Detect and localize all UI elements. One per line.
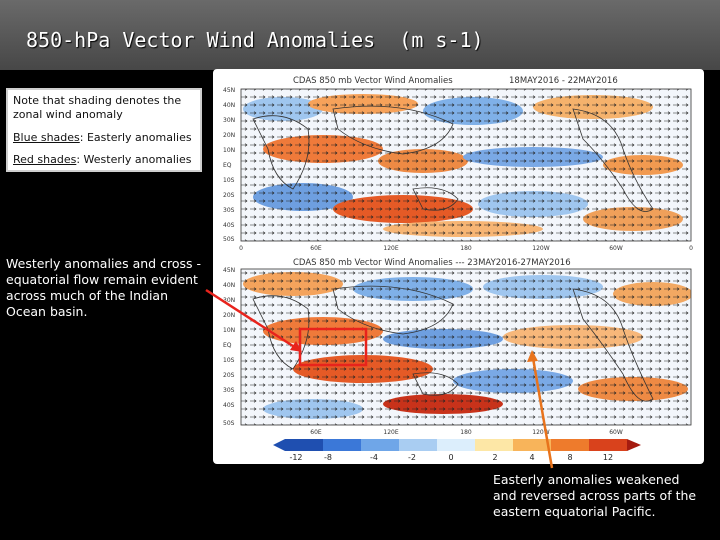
latitude-labels: 45N 40N 30N 20N 10N EQ 10S 20S 30S 40S 5… xyxy=(223,87,235,427)
colorbar-tick: 12 xyxy=(603,453,613,462)
lon-label: 180 xyxy=(460,429,472,436)
lon-label: 60W xyxy=(609,245,623,252)
lon-label: 60E xyxy=(310,245,322,252)
colorbar-cell xyxy=(361,439,399,451)
lat-label: 30N xyxy=(223,117,235,124)
bottom-map xyxy=(241,269,691,425)
lon-label: 120E xyxy=(383,245,398,252)
lat-label: 10N xyxy=(223,147,235,154)
colorbar-cell xyxy=(437,439,475,451)
lat-label: 40S xyxy=(223,222,235,229)
blue-shades-label: Blue shades xyxy=(13,131,80,144)
slide-title: 850-hPa Vector Wind Anomalies (m s-1) xyxy=(26,28,484,52)
colorbar-cell xyxy=(323,439,361,451)
colorbar-tick: 4 xyxy=(529,453,534,462)
lat-label: EQ xyxy=(223,342,232,349)
lat-label: 20S xyxy=(223,372,235,379)
colorbar-left-arrow xyxy=(273,439,285,451)
colorbar-cell xyxy=(551,439,589,451)
top-map-title-left: CDAS 850 mb Vector Wind Anomalies xyxy=(293,76,453,86)
lat-label: 40S xyxy=(223,402,235,409)
colorbar-tick: 8 xyxy=(567,453,572,462)
lat-label: 50S xyxy=(223,420,235,427)
lon-label: 60W xyxy=(609,429,623,436)
lat-label: 45N xyxy=(223,267,235,274)
lat-label: 20S xyxy=(223,192,235,199)
lat-label: 20N xyxy=(223,132,235,139)
lon-label: 120W xyxy=(532,245,549,252)
red-shades-note: Red shades: Westerly anomalies xyxy=(13,153,195,167)
lat-label: 40N xyxy=(223,282,235,289)
lat-label: 20N xyxy=(223,312,235,319)
top-map-title-right: 18MAY2016 - 22MAY2016 xyxy=(509,76,618,86)
colorbar-tick: 2 xyxy=(492,453,497,462)
maps-svg: CDAS 850 mb Vector Wind Anomalies 18MAY2… xyxy=(223,76,693,462)
colorbar-cell xyxy=(285,439,323,451)
lat-label: 10N xyxy=(223,327,235,334)
lon-label: 120E xyxy=(383,429,398,436)
lat-label: 50S xyxy=(223,236,235,243)
lat-label: EQ xyxy=(223,162,232,169)
colorbar-tick: -4 xyxy=(370,453,378,462)
indian-ocean-callout: Westerly anomalies and cross -equatorial… xyxy=(6,256,201,319)
lat-label: 40N xyxy=(223,102,235,109)
colorbar-cell xyxy=(475,439,513,451)
lat-label: 10S xyxy=(223,357,235,364)
colorbar-tick: -12 xyxy=(289,453,302,462)
pacific-callout: Easterly anomalies weakened and reversed… xyxy=(493,472,697,519)
colorbar-tick: -2 xyxy=(408,453,416,462)
lon-label: 60E xyxy=(310,429,322,436)
lon-label: 120W xyxy=(532,429,549,436)
lon-label: 0 xyxy=(689,245,693,252)
note-line: Note that shading denotes the zonal wind… xyxy=(13,94,182,121)
title-bar xyxy=(0,0,720,70)
blue-shades-note: Blue shades: Easterly anomalies xyxy=(13,131,195,145)
top-map xyxy=(241,89,691,241)
lat-label: 10S xyxy=(223,177,235,184)
colorbar-tick: -8 xyxy=(324,453,332,462)
lat-label: 30N xyxy=(223,297,235,304)
wind-anomaly-maps: CDAS 850 mb Vector Wind Anomalies 18MAY2… xyxy=(213,69,704,464)
lat-label: 45N xyxy=(223,87,235,94)
colorbar-cell xyxy=(589,439,627,451)
red-shades-label: Red shades xyxy=(13,153,77,166)
lat-label: 30S xyxy=(223,387,235,394)
lon-label: 180 xyxy=(460,245,472,252)
bottom-map-title: CDAS 850 mb Vector Wind Anomalies --- 23… xyxy=(293,258,571,268)
shading-note: Note that shading denotes the zonal wind… xyxy=(6,88,202,172)
colorbar-right-arrow xyxy=(627,439,641,451)
red-shades-text: : Westerly anomalies xyxy=(76,153,192,166)
colorbar-tick: 0 xyxy=(448,453,453,462)
colorbar: -12 -8 -4 -2 0 2 4 8 12 xyxy=(273,439,641,462)
colorbar-cell xyxy=(399,439,437,451)
lat-label: 30S xyxy=(223,207,235,214)
blue-shades-text: : Easterly anomalies xyxy=(79,131,192,144)
colorbar-cell xyxy=(513,439,551,451)
lon-label: 0 xyxy=(239,245,243,252)
